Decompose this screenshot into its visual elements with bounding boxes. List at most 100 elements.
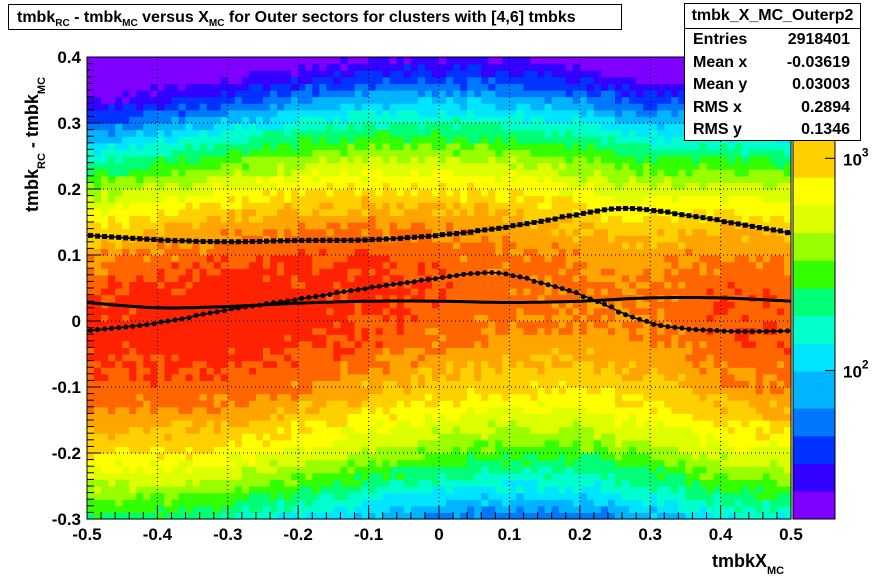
heatmap-cell <box>199 380 208 388</box>
heatmap-cell <box>453 400 461 408</box>
heatmap-cell <box>474 142 482 150</box>
heatmap-cell <box>248 202 257 210</box>
heatmap-cell <box>431 373 440 381</box>
heatmap-cell <box>220 90 229 98</box>
heatmap-cell <box>523 380 532 388</box>
heatmap-cell <box>87 486 95 494</box>
heatmap-cell <box>551 413 560 421</box>
heatmap-cell <box>460 241 468 249</box>
heatmap-cell <box>424 175 433 183</box>
heatmap-cell <box>509 255 518 263</box>
heatmap-cell <box>488 169 496 177</box>
heatmap-cell <box>467 307 475 315</box>
heatmap-cell <box>551 459 560 467</box>
heatmap-cell <box>319 281 327 289</box>
heatmap-cell <box>516 76 525 84</box>
heatmap-cell <box>382 83 391 91</box>
heatmap-cell <box>199 129 208 137</box>
heatmap-cell <box>94 446 102 454</box>
heatmap-cell <box>101 499 109 507</box>
heatmap-cell <box>319 228 327 236</box>
heatmap-cell <box>368 195 377 203</box>
heatmap-cell <box>347 109 356 117</box>
heatmap-cell <box>467 63 475 71</box>
heatmap-cell <box>94 486 102 494</box>
heatmap-cell <box>312 222 320 230</box>
heatmap-cell <box>305 367 313 375</box>
heatmap-cell <box>375 116 384 124</box>
heatmap-cell <box>502 261 510 269</box>
heatmap-cell <box>241 156 250 164</box>
heatmap-cell <box>312 453 320 461</box>
heatmap-cell <box>150 492 158 500</box>
heatmap-cell <box>368 439 377 447</box>
heatmap-cell <box>530 241 539 249</box>
heatmap-cell <box>136 195 144 203</box>
heatmap-cell <box>199 387 208 395</box>
heatmap-cell <box>410 466 419 474</box>
heatmap-cell <box>241 116 250 124</box>
heatmap-cell <box>284 195 292 203</box>
heatmap-cell <box>403 307 412 315</box>
heatmap-cell <box>333 472 342 480</box>
heatmap-cell <box>551 347 560 355</box>
heatmap-cell <box>453 380 461 388</box>
heatmap-cell <box>157 334 166 342</box>
heatmap-cell <box>389 446 398 454</box>
heatmap-cell <box>227 479 236 487</box>
heatmap-cell <box>410 413 419 421</box>
heatmap-cell <box>361 222 370 230</box>
heatmap-cell <box>347 367 356 375</box>
heatmap-cell <box>157 129 166 137</box>
heatmap-cell <box>227 499 236 507</box>
heatmap-cell <box>263 380 271 388</box>
heatmap-cell <box>530 195 539 203</box>
heatmap-cell <box>446 175 454 183</box>
heatmap-cell <box>523 459 532 467</box>
heatmap-cell <box>305 116 313 124</box>
heatmap-cell <box>537 70 546 78</box>
heatmap-cell <box>241 83 250 91</box>
heatmap-cell <box>431 479 440 487</box>
heatmap-cell <box>164 76 173 84</box>
heatmap-cell <box>446 136 454 144</box>
heatmap-cell <box>558 241 567 249</box>
heatmap-cell <box>248 162 257 170</box>
heatmap-cell <box>248 406 257 414</box>
heatmap-cell <box>446 83 454 91</box>
heatmap-cell <box>248 142 257 150</box>
heatmap-cell <box>241 70 250 78</box>
heatmap-cell <box>368 446 377 454</box>
heatmap-cell <box>220 288 229 296</box>
heatmap-cell <box>101 512 109 520</box>
heatmap-cell <box>467 83 475 91</box>
heatmap-cell <box>579 466 588 474</box>
heatmap-cell <box>516 472 525 480</box>
heatmap-cell <box>551 380 560 388</box>
heatmap-cell <box>481 354 489 362</box>
heatmap-cell <box>572 149 581 157</box>
heatmap-cell <box>157 123 166 131</box>
heatmap-cell <box>530 393 539 401</box>
heatmap-cell <box>248 109 257 117</box>
heatmap-cell <box>446 360 454 368</box>
heatmap-cell <box>122 57 130 65</box>
heatmap-cell <box>178 57 187 65</box>
heatmap-cell <box>389 321 398 329</box>
heatmap-cell <box>368 433 377 441</box>
heatmap-cell <box>108 426 116 434</box>
heatmap-cell <box>206 83 215 91</box>
heatmap-cell <box>474 156 482 164</box>
heatmap-cell <box>312 189 320 197</box>
heatmap-cell <box>270 215 278 223</box>
heatmap-cell <box>312 96 320 104</box>
heatmap-cell <box>101 175 109 183</box>
heatmap-cell <box>361 261 370 269</box>
heatmap-cell <box>467 505 475 513</box>
heatmap-cell <box>277 57 285 65</box>
heatmap-cell <box>108 142 116 150</box>
heatmap-cell <box>157 222 166 230</box>
heatmap-cell <box>516 235 525 243</box>
heatmap-cell <box>227 472 236 480</box>
heatmap-cell <box>340 109 349 117</box>
